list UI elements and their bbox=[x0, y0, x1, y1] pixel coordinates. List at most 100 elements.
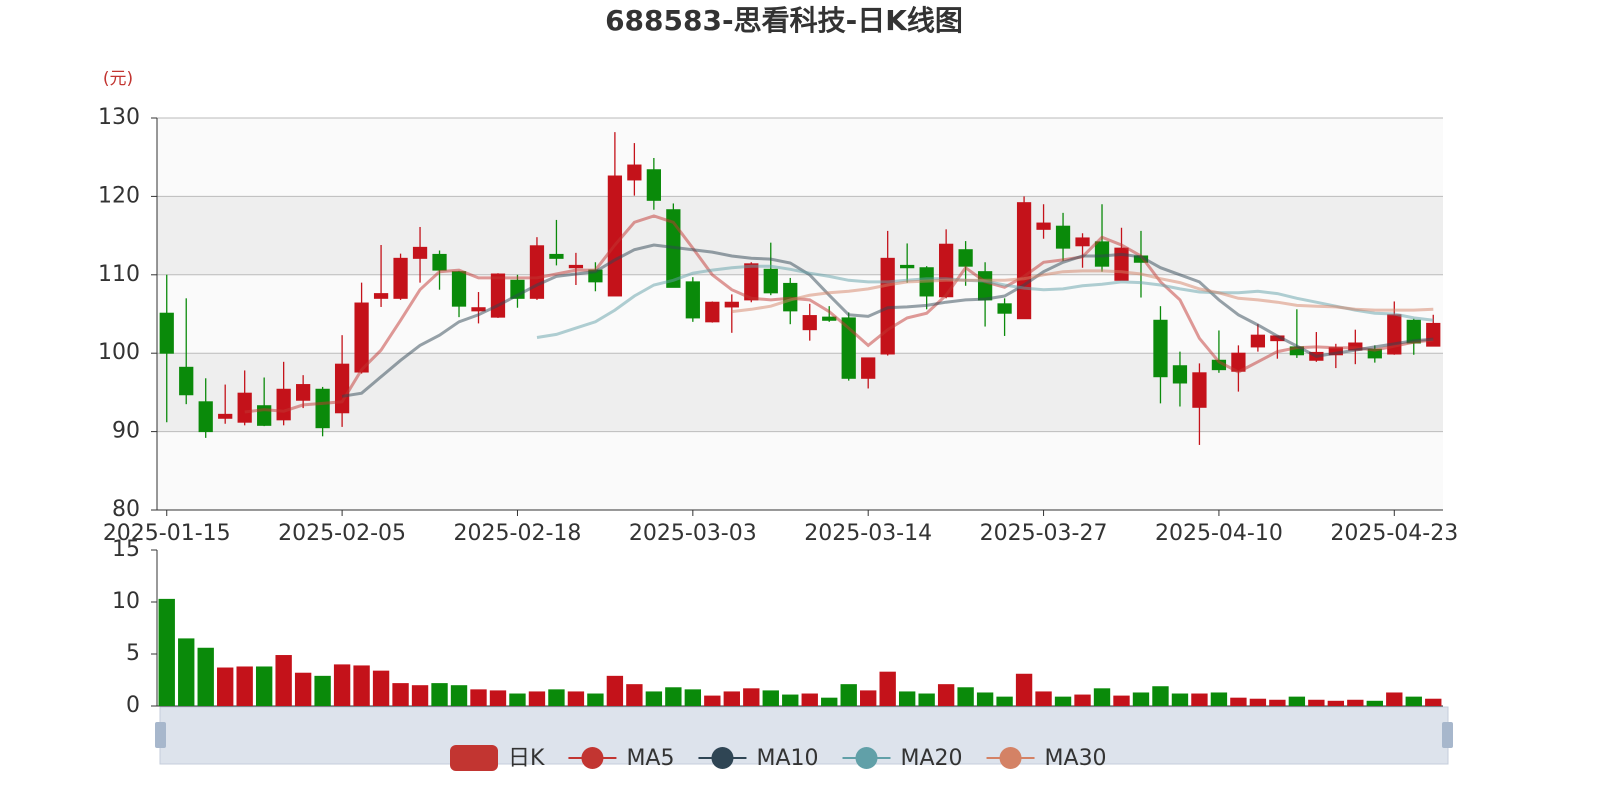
y-tick-label: 130 bbox=[98, 105, 140, 130]
volume-bar bbox=[879, 671, 896, 706]
volume-bar bbox=[645, 691, 663, 706]
chart-title: 688583-思看科技-日K线图 bbox=[605, 4, 963, 37]
volume-bar bbox=[898, 691, 916, 706]
volume-bar bbox=[1171, 693, 1189, 706]
candle-body bbox=[354, 302, 369, 373]
candle-body bbox=[1426, 322, 1441, 347]
candle-body bbox=[432, 253, 447, 271]
volume-bar bbox=[957, 687, 974, 706]
volume-bar bbox=[723, 691, 740, 706]
legend: 日K MA5 MA10 MA20 MA30 bbox=[450, 745, 1107, 771]
candle-body bbox=[958, 249, 973, 267]
data-zoom-slider[interactable] bbox=[155, 706, 1453, 765]
legend-label[interactable]: MA5 bbox=[626, 746, 674, 771]
volume-bar bbox=[743, 688, 760, 706]
volume-bar bbox=[528, 691, 546, 706]
ma-line bbox=[731, 269, 1434, 314]
candle-body bbox=[861, 357, 876, 379]
volume-y-tick-label: 0 bbox=[126, 693, 140, 718]
zoom-track[interactable] bbox=[159, 706, 1449, 765]
volume-bar bbox=[197, 647, 214, 706]
volume-bar bbox=[996, 696, 1013, 706]
candle-body bbox=[568, 264, 584, 269]
split-area bbox=[157, 196, 1443, 275]
volume-bar bbox=[236, 666, 253, 706]
candle-body bbox=[1075, 237, 1090, 247]
volume-bar bbox=[1347, 699, 1364, 706]
volume-bar bbox=[1230, 697, 1247, 706]
candle-body bbox=[997, 303, 1012, 314]
candle-body bbox=[276, 388, 291, 421]
candle-body bbox=[334, 363, 350, 414]
candle-body bbox=[1172, 365, 1188, 384]
candle-body bbox=[900, 264, 915, 269]
volume-bar bbox=[1113, 695, 1130, 706]
volume-bar bbox=[801, 693, 818, 706]
candle-body bbox=[977, 271, 993, 301]
volume-bar bbox=[606, 675, 624, 706]
volume-bar bbox=[821, 697, 838, 706]
x-tick-label: 2025-02-18 bbox=[454, 521, 582, 546]
volume-bar bbox=[1074, 694, 1091, 706]
volume-bar bbox=[353, 665, 370, 706]
x-tick-label: 2025-03-03 bbox=[629, 521, 757, 546]
volume-y-tick-label: 10 bbox=[112, 589, 140, 614]
split-area bbox=[157, 431, 1443, 510]
volume-bar bbox=[178, 638, 195, 706]
ma-line bbox=[341, 243, 1434, 398]
candle-body bbox=[763, 268, 778, 294]
y-tick-label: 110 bbox=[98, 262, 140, 287]
volume-bar bbox=[1132, 692, 1150, 706]
volume-bar bbox=[1288, 696, 1306, 706]
x-tick-label: 2025-03-27 bbox=[980, 521, 1108, 546]
candle-body bbox=[237, 392, 252, 423]
volume-y-tick-label: 15 bbox=[112, 537, 140, 562]
volume-bar bbox=[684, 689, 702, 706]
y-tick-label: 80 bbox=[112, 497, 140, 522]
candle-body bbox=[315, 388, 330, 429]
volume-bar bbox=[1327, 700, 1345, 706]
volume-bar bbox=[217, 667, 234, 706]
legend-icon bbox=[999, 747, 1022, 769]
candle-body bbox=[373, 293, 389, 299]
zoom-handle-right[interactable] bbox=[1442, 722, 1453, 748]
volume-bar bbox=[1269, 699, 1286, 706]
volume-bar bbox=[1093, 688, 1111, 706]
legend-label[interactable]: MA10 bbox=[756, 746, 818, 771]
x-tick-label: 2025-03-14 bbox=[804, 521, 932, 546]
candle-body bbox=[393, 257, 408, 299]
volume-bar bbox=[1015, 673, 1033, 706]
volume-bar bbox=[1210, 692, 1228, 706]
candle-body bbox=[1016, 202, 1032, 320]
x-tick-label: 2025-04-10 bbox=[1155, 521, 1283, 546]
volume-bar bbox=[489, 690, 507, 706]
candle-body bbox=[412, 246, 428, 259]
volume-bar bbox=[1386, 692, 1403, 706]
y-unit-label: (元) bbox=[103, 69, 133, 89]
candle-body bbox=[179, 366, 194, 396]
legend-icon bbox=[711, 747, 734, 769]
candle-body bbox=[705, 301, 720, 323]
zoom-handle-left[interactable] bbox=[155, 722, 166, 748]
volume-bar bbox=[372, 670, 390, 706]
legend-label[interactable]: MA20 bbox=[901, 746, 963, 771]
candle-body bbox=[198, 401, 213, 433]
candle-body bbox=[1055, 225, 1071, 249]
volume-bar bbox=[840, 684, 857, 706]
candle-body bbox=[471, 307, 486, 312]
volume-bar bbox=[333, 664, 351, 706]
volume-bar bbox=[704, 695, 721, 706]
candle-body bbox=[685, 281, 700, 319]
candle-body bbox=[490, 273, 506, 318]
candle-body bbox=[549, 253, 564, 259]
candle-body bbox=[159, 312, 174, 354]
candle-body bbox=[1250, 334, 1266, 348]
legend-label[interactable]: MA30 bbox=[1045, 746, 1107, 771]
candle-body bbox=[627, 164, 642, 181]
volume-bar bbox=[918, 693, 935, 706]
legend-label[interactable]: 日K bbox=[508, 746, 545, 771]
x-tick-label: 2025-01-15 bbox=[103, 521, 231, 546]
ma-line bbox=[244, 214, 1434, 414]
